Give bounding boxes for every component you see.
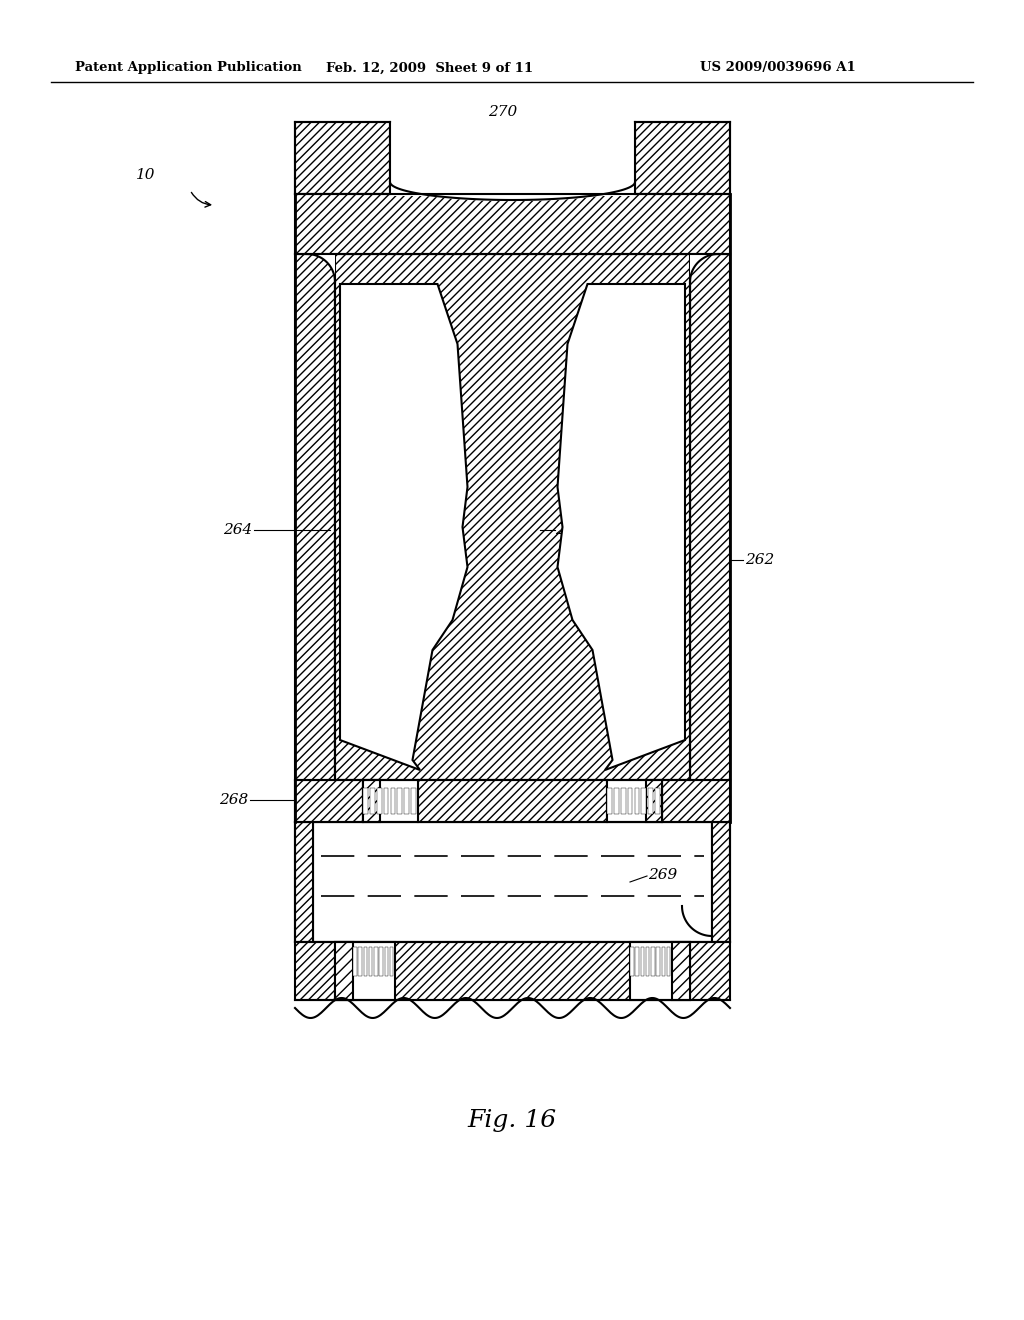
Bar xyxy=(613,788,618,813)
Bar xyxy=(712,822,730,942)
Text: 270: 270 xyxy=(487,106,517,119)
Bar xyxy=(335,253,690,780)
Bar xyxy=(418,780,607,822)
Text: 260: 260 xyxy=(555,523,585,537)
Bar xyxy=(648,788,653,813)
Bar xyxy=(662,780,730,822)
Bar xyxy=(384,946,388,975)
Bar xyxy=(362,788,368,813)
Bar xyxy=(651,946,654,975)
Text: Patent Application Publication: Patent Application Publication xyxy=(75,62,302,74)
Text: US 2009/0039696 A1: US 2009/0039696 A1 xyxy=(700,62,856,74)
Polygon shape xyxy=(690,253,718,282)
Polygon shape xyxy=(557,284,685,770)
Bar xyxy=(313,822,712,942)
Bar xyxy=(390,788,395,813)
Bar xyxy=(411,788,416,813)
Text: 268: 268 xyxy=(219,793,248,807)
Bar xyxy=(667,946,671,975)
Bar xyxy=(353,946,356,975)
Text: 269: 269 xyxy=(648,869,677,882)
Bar xyxy=(645,780,662,822)
Polygon shape xyxy=(340,284,468,770)
Bar xyxy=(690,253,730,822)
Bar xyxy=(295,253,335,822)
Text: 266: 266 xyxy=(700,793,729,807)
Bar xyxy=(607,780,662,822)
Bar xyxy=(295,942,730,1001)
Bar xyxy=(630,942,690,1001)
Bar xyxy=(635,121,730,194)
Bar xyxy=(335,942,395,1001)
Text: Feb. 12, 2009  Sheet 9 of 11: Feb. 12, 2009 Sheet 9 of 11 xyxy=(327,62,534,74)
Bar xyxy=(672,942,690,1001)
Polygon shape xyxy=(307,253,335,282)
Bar xyxy=(295,822,313,942)
Bar xyxy=(397,788,402,813)
Text: 262: 262 xyxy=(745,553,774,568)
Bar xyxy=(295,121,390,194)
Bar xyxy=(362,780,418,822)
Bar xyxy=(646,946,649,975)
Bar xyxy=(635,946,639,975)
Bar xyxy=(655,788,659,813)
Bar xyxy=(358,946,361,975)
Bar xyxy=(384,788,388,813)
Bar xyxy=(635,788,639,813)
Bar xyxy=(390,121,635,195)
Bar xyxy=(641,788,646,813)
Bar xyxy=(369,946,373,975)
Bar xyxy=(364,946,368,975)
Bar xyxy=(656,946,659,975)
Text: 264: 264 xyxy=(223,523,252,537)
Bar xyxy=(630,946,634,975)
Bar xyxy=(295,194,730,253)
Bar xyxy=(628,788,633,813)
Bar xyxy=(370,788,375,813)
Bar xyxy=(374,946,378,975)
Bar xyxy=(379,946,383,975)
Bar xyxy=(621,788,626,813)
Text: 10: 10 xyxy=(135,168,155,182)
Bar xyxy=(390,946,393,975)
Bar xyxy=(662,946,666,975)
Bar xyxy=(640,946,644,975)
Bar xyxy=(377,788,382,813)
Bar xyxy=(404,788,409,813)
Bar xyxy=(362,780,380,822)
Bar xyxy=(607,788,611,813)
Text: Fig. 16: Fig. 16 xyxy=(467,1109,557,1131)
Bar xyxy=(335,942,353,1001)
Bar xyxy=(295,780,362,822)
